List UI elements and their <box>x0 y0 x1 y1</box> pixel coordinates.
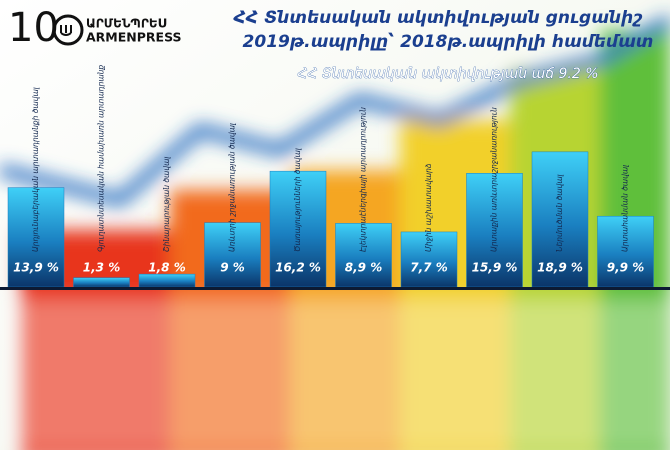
value-label: 7,7 % <box>410 261 447 275</box>
annotation: ՀՀ Տնտեսական ակտիվության աճ 9.2 % <box>297 66 598 82</box>
category-label: Արդյունաբերական արտադրանքի ծավալ <box>31 87 40 252</box>
logo-english: ARMENPRESS <box>86 30 182 45</box>
category-label: Ծառայությունների ծավալ <box>293 148 302 252</box>
baseline <box>0 287 670 290</box>
value-label: 18,9 % <box>537 261 583 275</box>
value-label: 13,9 % <box>13 261 59 275</box>
bar <box>466 173 523 288</box>
category-label: Գյուղատնտեսական համախառն արտադրանք <box>97 65 106 252</box>
value-label: 9 % <box>220 261 245 275</box>
logo-circle <box>52 14 84 46</box>
bar <box>138 273 196 288</box>
value-label: 16,2 % <box>275 261 321 275</box>
category-label: Արտահանման ծավալ <box>621 165 630 252</box>
category-label: Ներմուծման ծավալ <box>555 174 564 252</box>
bar <box>204 222 261 288</box>
bar <box>73 277 130 288</box>
chart-subtitle: 2019թ.ապրիլը՝ 2018թ.ապրիլի համեմատ <box>243 31 654 52</box>
logo-number: 10 <box>8 5 59 51</box>
chart-title: ՀՀ Տնտեսական ակտիվության ցուցանիշ <box>233 8 644 28</box>
bar <box>531 151 589 288</box>
bar <box>335 223 392 288</box>
category-label: Շինարարության ծավալ <box>162 157 171 252</box>
bar <box>400 231 458 288</box>
bar <box>7 187 65 288</box>
category-label: Էլեկտրաէներգիայի արտադրություն <box>359 107 368 252</box>
category-label: Միջին աշխատավարձ <box>424 164 433 252</box>
value-label: 8,9 % <box>345 261 382 275</box>
category-label: Առևտրի շրջանառության ծավալ <box>228 123 237 252</box>
logo: 10 ԱՐՄԵՆՊՐԵՍ ARMENPRESS <box>8 5 182 51</box>
bar <box>597 215 654 288</box>
value-label: 15,9 % <box>472 261 518 275</box>
logo-armenian: ԱՐՄԵՆՊՐԵՍ <box>86 17 167 31</box>
value-label: 1,3 % <box>83 261 120 275</box>
value-label: 9,9 % <box>607 261 644 275</box>
category-label: Արտաքին առևտրաշրջանառություն <box>490 107 499 252</box>
logo-mark <box>60 25 72 36</box>
value-label: 1,8 % <box>148 261 185 275</box>
